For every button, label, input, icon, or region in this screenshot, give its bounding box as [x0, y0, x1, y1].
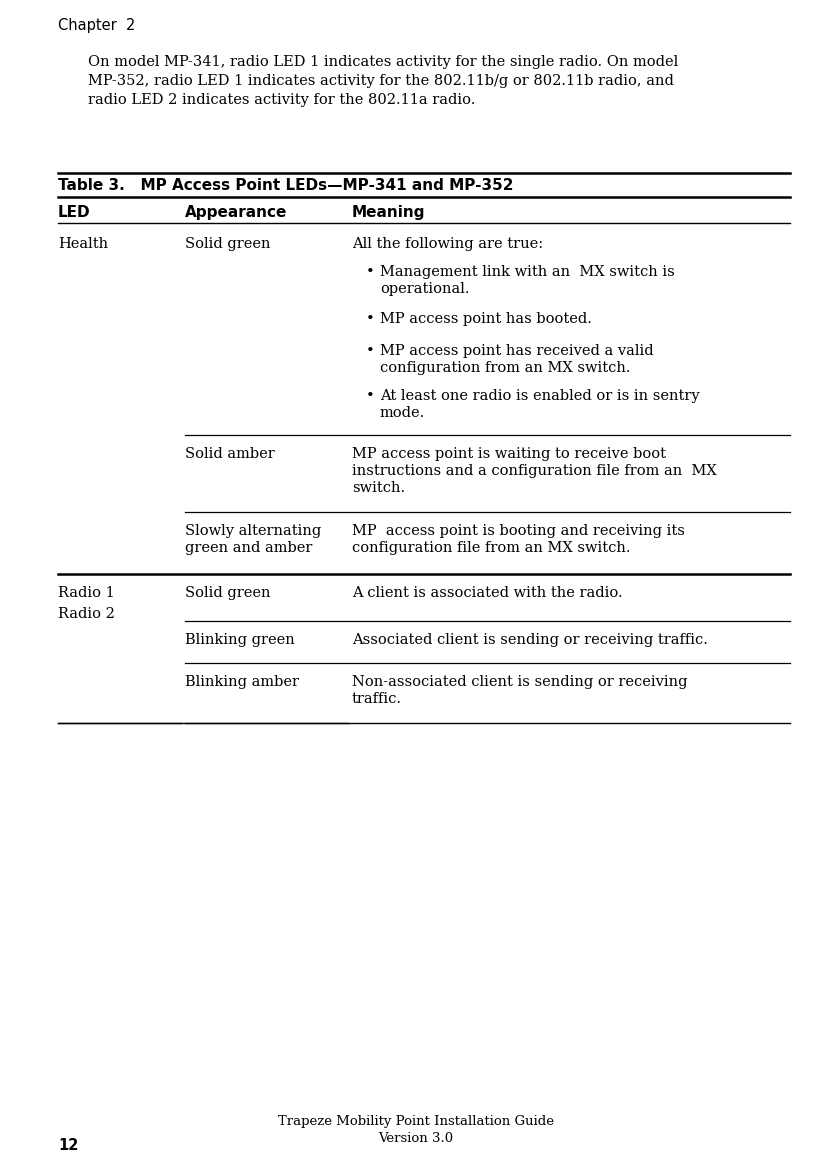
- Text: 12: 12: [58, 1138, 78, 1153]
- Text: configuration file from an MX switch.: configuration file from an MX switch.: [352, 541, 631, 555]
- Text: •: •: [366, 389, 375, 403]
- Text: MP  access point is booting and receiving its: MP access point is booting and receiving…: [352, 524, 685, 538]
- Text: traffic.: traffic.: [352, 692, 402, 706]
- Text: MP access point has booted.: MP access point has booted.: [380, 312, 592, 326]
- Text: Meaning: Meaning: [352, 205, 425, 220]
- Text: All the following are true:: All the following are true:: [352, 236, 543, 252]
- Text: On model MP-341, radio LED 1 indicates activity for the single radio. On model: On model MP-341, radio LED 1 indicates a…: [88, 54, 678, 70]
- Text: instructions and a configuration file from an  MX: instructions and a configuration file fr…: [352, 464, 717, 478]
- Text: Non-associated client is sending or receiving: Non-associated client is sending or rece…: [352, 675, 687, 688]
- Text: Radio 2: Radio 2: [58, 607, 115, 621]
- Text: Trapeze Mobility Point Installation Guide: Trapeze Mobility Point Installation Guid…: [278, 1115, 553, 1128]
- Text: Chapter  2: Chapter 2: [58, 19, 135, 32]
- Text: mode.: mode.: [380, 406, 425, 420]
- Text: Solid amber: Solid amber: [185, 447, 275, 461]
- Text: Table 3.   MP Access Point LEDs—MP-341 and MP-352: Table 3. MP Access Point LEDs—MP-341 and…: [58, 178, 514, 194]
- Text: MP access point is waiting to receive boot: MP access point is waiting to receive bo…: [352, 447, 666, 461]
- Text: Blinking green: Blinking green: [185, 633, 295, 647]
- Text: switch.: switch.: [352, 481, 406, 495]
- Text: operational.: operational.: [380, 282, 470, 296]
- Text: Health: Health: [58, 236, 108, 252]
- Text: MP-352, radio LED 1 indicates activity for the 802.11b/g or 802.11b radio, and: MP-352, radio LED 1 indicates activity f…: [88, 74, 674, 88]
- Text: Solid green: Solid green: [185, 586, 271, 600]
- Text: Radio 1: Radio 1: [58, 586, 115, 600]
- Text: Slowly alternating: Slowly alternating: [185, 524, 322, 538]
- Text: Management link with an  MX switch is: Management link with an MX switch is: [380, 265, 675, 279]
- Text: configuration from an MX switch.: configuration from an MX switch.: [380, 360, 631, 376]
- Text: MP access point has received a valid: MP access point has received a valid: [380, 344, 654, 358]
- Text: •: •: [366, 312, 375, 326]
- Text: LED: LED: [58, 205, 91, 220]
- Text: radio LED 2 indicates activity for the 802.11a radio.: radio LED 2 indicates activity for the 8…: [88, 93, 475, 107]
- Text: Appearance: Appearance: [185, 205, 288, 220]
- Text: Solid green: Solid green: [185, 236, 271, 252]
- Text: A client is associated with the radio.: A client is associated with the radio.: [352, 586, 622, 600]
- Text: •: •: [366, 265, 375, 279]
- Text: At least one radio is enabled or is in sentry: At least one radio is enabled or is in s…: [380, 389, 700, 403]
- Text: Blinking amber: Blinking amber: [185, 675, 299, 688]
- Text: •: •: [366, 344, 375, 358]
- Text: green and amber: green and amber: [185, 541, 312, 555]
- Text: Associated client is sending or receiving traffic.: Associated client is sending or receivin…: [352, 633, 708, 647]
- Text: Version 3.0: Version 3.0: [378, 1132, 453, 1145]
